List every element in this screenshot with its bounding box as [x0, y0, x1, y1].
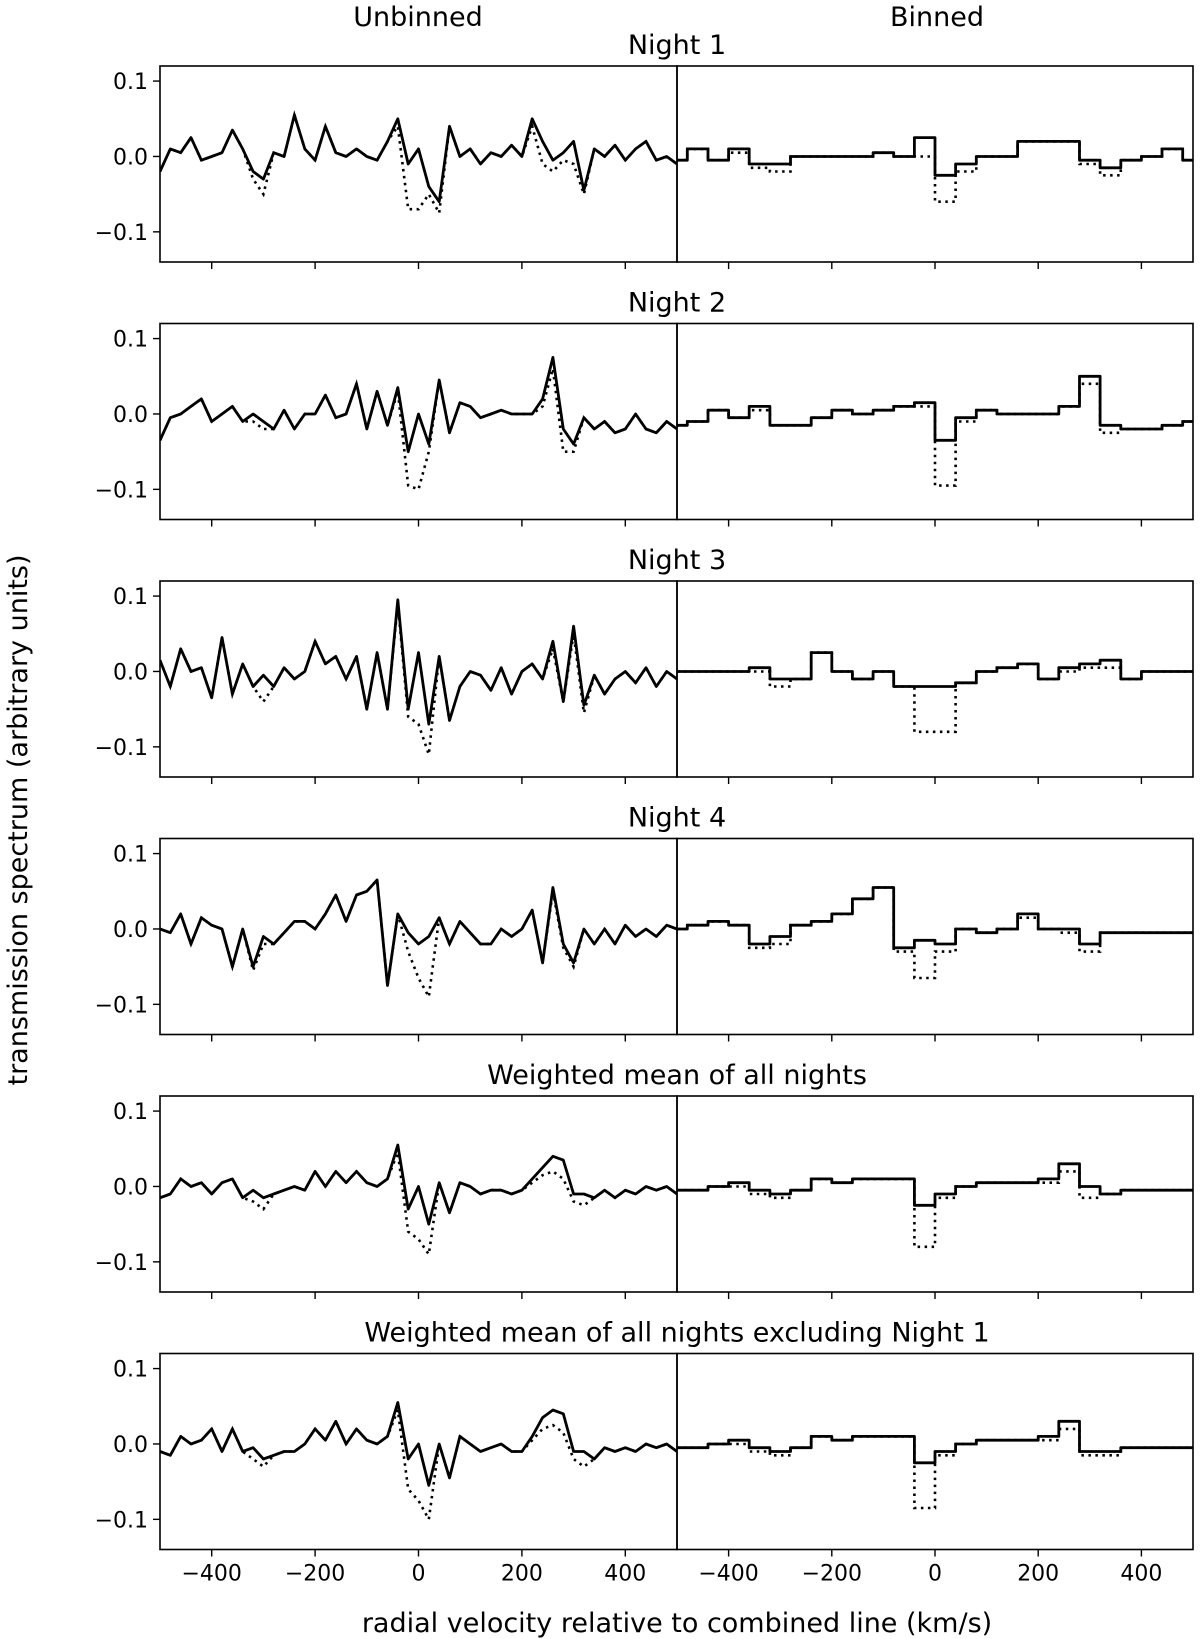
binned-solid-series [677, 136, 1193, 177]
binned-frame [676, 837, 1194, 1036]
panel-2: Night 2 0.1 0.0 −0.1 [95, 288, 1194, 527]
y-tick-label: 0.1 [113, 70, 148, 95]
unbinned-solid-series [160, 113, 677, 204]
binned-solid-series [677, 374, 1193, 442]
y-tick-label: 0.1 [113, 585, 148, 610]
unbinned-dotted-series [160, 1152, 677, 1258]
y-tick-label: 0.0 [113, 660, 148, 685]
unbinned-frame [159, 65, 678, 263]
y-axis-label: transmission spectrum (arbitrary units) [3, 554, 34, 1085]
binned-dotted-series [677, 1427, 1193, 1510]
unbinned-solid-series [160, 356, 677, 454]
x-tick-label: −200 [285, 1562, 345, 1587]
y-tick-label: 0.0 [113, 1175, 148, 1200]
y-tick-label: −0.1 [95, 736, 148, 761]
y-tick-label: 0.0 [113, 403, 148, 428]
unbinned-solid-series [160, 1401, 677, 1487]
x-tick-label: −400 [181, 1562, 241, 1587]
unbinned-dotted-series [160, 110, 677, 218]
x-tick-label: −400 [698, 1562, 758, 1587]
y-tick-label: 0.0 [113, 918, 148, 943]
binned-solid-series [677, 1162, 1193, 1207]
y-tick-label: 0.1 [113, 843, 148, 868]
panel-title: Night 4 [628, 803, 726, 834]
panel-6: Weighted mean of all nights excluding Ni… [95, 1318, 1194, 1587]
panel-title: Weighted mean of all nights excluding Ni… [364, 1318, 989, 1349]
unbinned-dotted-series [160, 1409, 677, 1524]
x-tick-label: 0 [412, 1562, 426, 1587]
x-tick-label: −200 [802, 1562, 862, 1587]
y-tick-label: −0.1 [95, 221, 148, 246]
y-tick-label: 0.0 [113, 1433, 148, 1458]
x-tick-label: 400 [1120, 1562, 1162, 1587]
panel-5: Weighted mean of all nights 0.1 0.0 −0.1 [95, 1060, 1194, 1299]
x-tick-label: 400 [604, 1562, 646, 1587]
column-title-binned: Binned [890, 2, 984, 33]
panel-title: Night 1 [628, 30, 726, 61]
unbinned-dotted-series [160, 368, 677, 491]
unbinned-solid-series [160, 598, 677, 726]
binned-solid-series [677, 651, 1193, 688]
x-tick-label: 200 [501, 1562, 543, 1587]
y-tick-label: −0.1 [95, 478, 148, 503]
y-tick-label: 0.1 [113, 1358, 148, 1383]
panel-title: Night 3 [628, 545, 726, 576]
unbinned-frame [159, 322, 678, 521]
y-tick-label: 0.1 [113, 328, 148, 353]
binned-dotted-series [677, 1170, 1193, 1249]
binned-dotted-series [677, 651, 1193, 734]
panel-4: Night 4 0.1 0.0 −0.1 [95, 803, 1194, 1042]
x-axis-label: radial velocity relative to combined lin… [362, 1608, 992, 1639]
y-tick-label: 0.0 [113, 145, 148, 170]
y-tick-label: −0.1 [95, 1508, 148, 1533]
binned-solid-series [677, 1419, 1193, 1465]
y-tick-label: −0.1 [95, 993, 148, 1018]
x-tick-label: 0 [928, 1562, 942, 1587]
panel-title: Night 2 [628, 288, 726, 319]
y-tick-label: 0.1 [113, 1100, 148, 1125]
binned-solid-series [677, 886, 1193, 950]
unbinned-solid-series [160, 1143, 677, 1226]
panel-3: Night 3 0.1 0.0 −0.1 [95, 545, 1194, 784]
unbinned-solid-series [160, 878, 677, 987]
x-tick-label: 200 [1017, 1562, 1059, 1587]
y-tick-label: −0.1 [95, 1251, 148, 1276]
panel-1: Night 1 0.1 0.0 −0.1 [95, 30, 1194, 269]
panel-title: Weighted mean of all nights [487, 1060, 867, 1091]
binned-frame [676, 580, 1194, 778]
column-title-unbinned: Unbinned [353, 2, 483, 33]
